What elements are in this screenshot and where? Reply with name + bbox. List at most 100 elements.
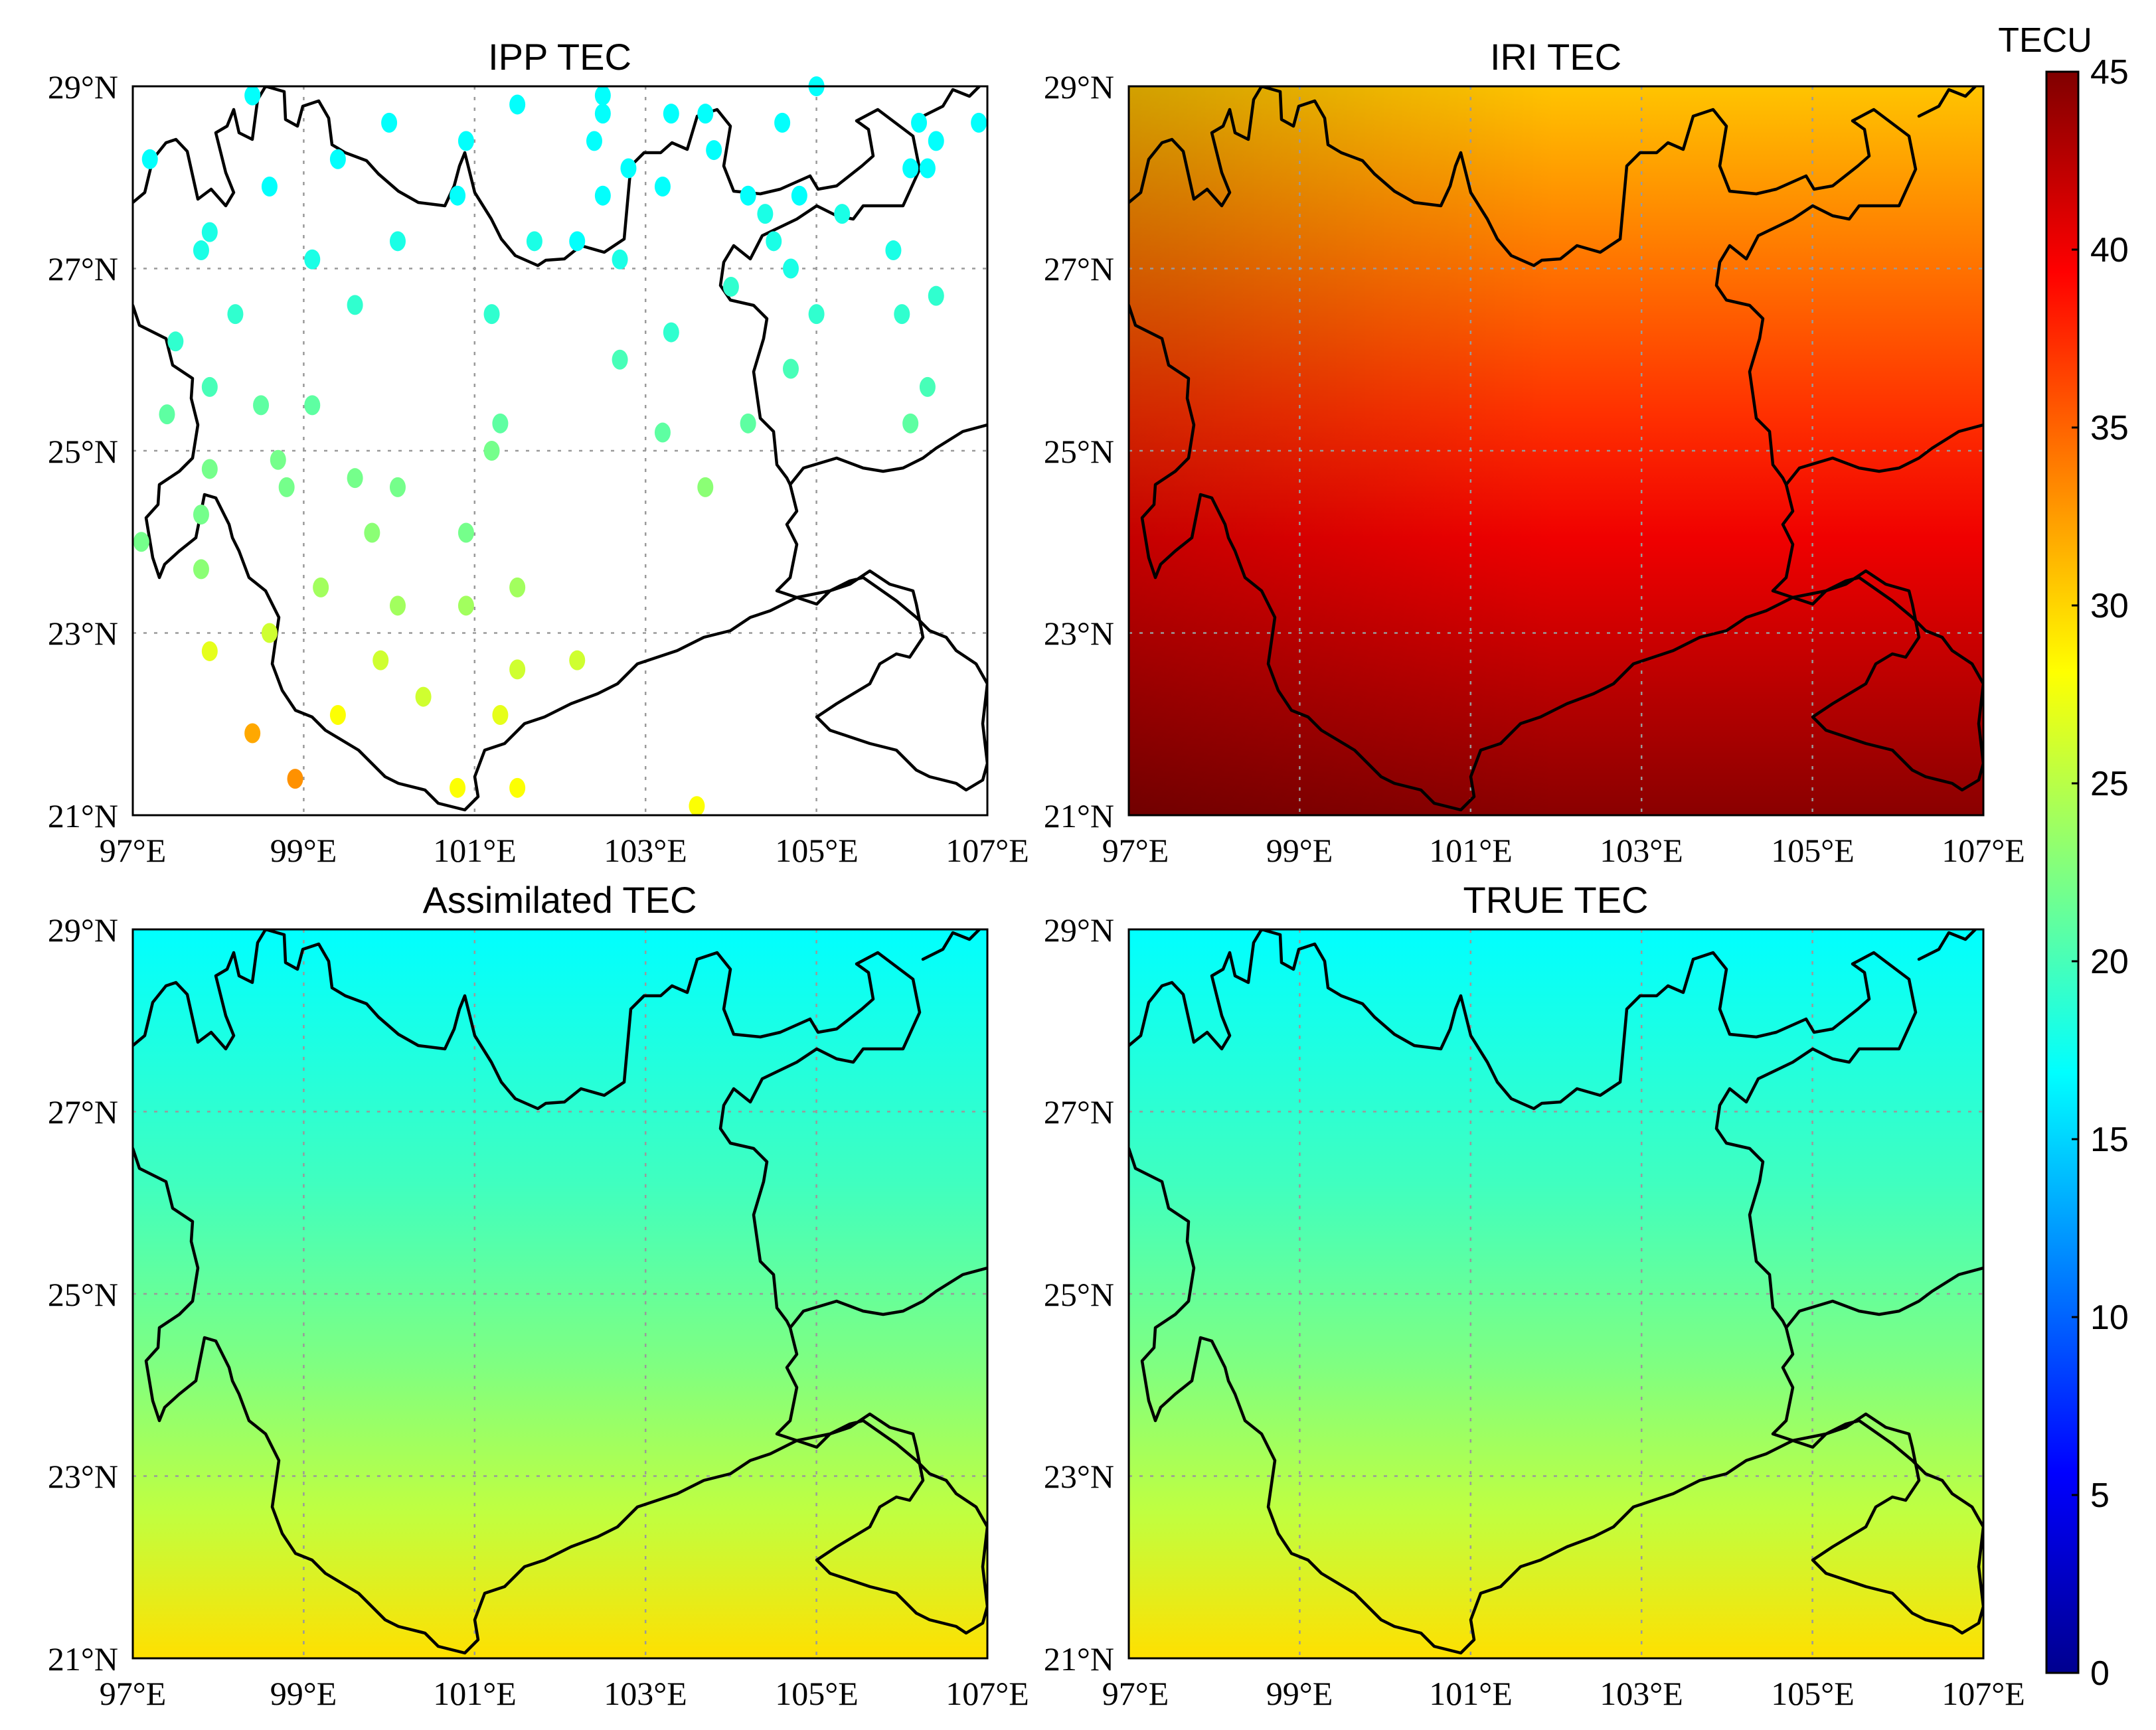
- x-tick-label: 107°E: [1942, 1675, 2025, 1712]
- y-tick-label: 25°N: [1044, 433, 1114, 470]
- ipp-point: [483, 441, 500, 461]
- ipp-point: [201, 641, 218, 661]
- x-tick-label: 105°E: [1771, 1675, 1855, 1712]
- y-tick-label: 27°N: [1044, 250, 1114, 287]
- ipp-point: [313, 577, 329, 597]
- y-tick-label: 25°N: [48, 433, 118, 470]
- y-tick-label: 27°N: [48, 250, 118, 287]
- y-tick-label: 23°N: [1044, 1458, 1114, 1495]
- x-tick-label: 103°E: [1600, 832, 1683, 869]
- ipp-frame: [131, 85, 989, 817]
- ipp-point: [509, 777, 526, 798]
- x-tick-label: 97°E: [100, 1675, 167, 1712]
- ipp-point: [193, 505, 209, 525]
- y-tick-label: 21°N: [1044, 1640, 1114, 1678]
- ipp-point: [689, 796, 705, 817]
- panel-iri-tec: [1127, 85, 1985, 817]
- colorbar-tick-label: 35: [2090, 409, 2129, 447]
- y-tick-label: 25°N: [1044, 1276, 1114, 1313]
- ipp-point: [373, 650, 389, 670]
- y-tick-label: 29°N: [48, 68, 118, 106]
- ipp-point: [928, 285, 944, 306]
- true-x-ticks: 97°E 99°E 101°E 103°E 105°E 107°E: [1102, 1675, 2025, 1712]
- ipp-point: [261, 176, 278, 197]
- panel-title-ipp: IPP TEC: [488, 36, 631, 78]
- ipp-point: [457, 131, 474, 151]
- x-tick-label: 101°E: [433, 832, 517, 869]
- ipp-point: [919, 376, 936, 397]
- ipp-point: [722, 276, 739, 297]
- ipp-point: [347, 468, 363, 489]
- iri-y-ticks: 29°N 27°N 25°N 23°N 21°N: [1044, 68, 1114, 834]
- ipp-point: [740, 185, 756, 206]
- ipp-point: [612, 349, 628, 370]
- ipp-point: [193, 559, 209, 580]
- assimilated-y-ticks: 29°N 27°N 25°N 23°N 21°N: [48, 911, 118, 1678]
- x-tick-label: 99°E: [1266, 1675, 1333, 1712]
- y-tick-label: 29°N: [1044, 68, 1114, 106]
- y-tick-label: 27°N: [48, 1093, 118, 1131]
- ipp-point: [509, 577, 526, 597]
- ipp-point: [304, 395, 321, 416]
- panel-title-assimilated: Assimilated TEC: [423, 879, 697, 921]
- ipp-point: [415, 686, 432, 707]
- y-tick-label: 21°N: [48, 797, 118, 834]
- colorbar-tick-label: 10: [2090, 1298, 2129, 1337]
- y-tick-label: 25°N: [48, 1276, 118, 1313]
- ipp-point: [902, 413, 919, 433]
- iri-gridlines: [1129, 86, 1983, 815]
- ipp-point: [193, 240, 209, 261]
- colorbar: TECU 0 5 10 15 20 25 30 35 40 45: [1998, 21, 2129, 1693]
- ipp-point: [492, 413, 509, 433]
- ipp-point: [364, 522, 380, 543]
- ipp-point: [612, 249, 628, 270]
- ipp-point: [774, 112, 791, 133]
- x-tick-label: 97°E: [100, 832, 167, 869]
- true-gridlines: [1129, 929, 1983, 1658]
- y-tick-label: 23°N: [1044, 615, 1114, 652]
- colorbar-tick-label: 25: [2090, 765, 2129, 803]
- y-tick-label: 29°N: [48, 911, 118, 949]
- assimilated-gridlines: [133, 929, 987, 1658]
- x-tick-label: 103°E: [604, 1675, 687, 1712]
- ipp-point: [159, 404, 175, 425]
- ipp-point: [706, 140, 722, 161]
- x-tick-label: 105°E: [775, 832, 859, 869]
- ipp-point: [270, 449, 286, 470]
- ipp-point: [526, 231, 542, 252]
- ipp-point: [697, 104, 714, 124]
- colorbar-unit-label: TECU: [1998, 21, 2092, 60]
- ipp-point: [450, 777, 466, 798]
- y-tick-label: 21°N: [1044, 797, 1114, 834]
- x-tick-label: 103°E: [1600, 1675, 1683, 1712]
- ipp-point: [483, 304, 500, 325]
- ipp-point: [261, 623, 278, 643]
- colorbar-tick-label: 20: [2090, 943, 2129, 981]
- panel-true-tec: [1127, 928, 1985, 1660]
- ipp-point: [381, 112, 398, 133]
- iri-frame: [1127, 85, 1985, 817]
- ipp-point: [654, 176, 671, 197]
- ipp-point: [287, 769, 303, 789]
- ipp-point: [244, 85, 261, 106]
- colorbar-ticks: 0 5 10 15 20 25 30 35 40 45: [2072, 53, 2129, 1693]
- ipp-point: [492, 705, 509, 726]
- ipp-point: [278, 477, 295, 497]
- ipp-point: [808, 304, 825, 325]
- ipp-point: [389, 231, 406, 252]
- x-tick-label: 105°E: [1771, 832, 1855, 869]
- panel-title-iri: IRI TEC: [1490, 36, 1621, 78]
- x-tick-label: 107°E: [946, 832, 1029, 869]
- ipp-point: [227, 304, 244, 325]
- ipp-point: [594, 104, 611, 124]
- ipp-points: [133, 76, 987, 817]
- x-tick-label: 105°E: [775, 1675, 859, 1712]
- panel-ipp-tec: [131, 76, 989, 817]
- ipp-point: [902, 158, 919, 179]
- ipp-point: [834, 204, 851, 224]
- x-tick-label: 107°E: [1942, 832, 2025, 869]
- ipp-point: [766, 231, 782, 252]
- x-tick-label: 101°E: [1429, 1675, 1513, 1712]
- ipp-point: [663, 104, 679, 124]
